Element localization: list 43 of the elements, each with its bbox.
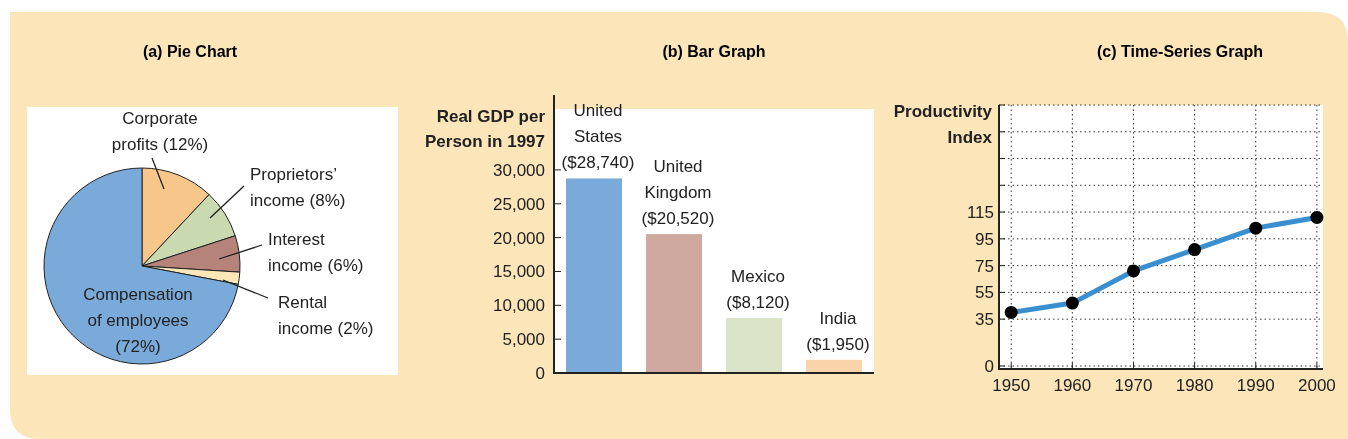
bar [566,178,622,373]
slice-label: Rental income (2%) [278,293,374,338]
bar [726,318,782,373]
chart-title: (b) Bar Graph [662,43,766,60]
data-label: ($28,740) [561,153,635,173]
x-tick-label: 1990 [1236,376,1275,395]
y-tick-label: 15,000 [493,262,545,282]
x-tick-label: United Kingdom [644,157,712,203]
x-tick-label: India [819,308,857,328]
pie-slice [43,167,239,365]
y-tick-label: 20,000 [493,228,545,248]
slice-label: Interest income (6%) [268,230,364,275]
y-tick-label: 115 [966,203,994,223]
data-label: ($20,520) [641,209,715,229]
y-axis-title: Productivity Index [893,102,993,147]
data-label: (72%) [115,337,161,356]
bar [646,234,702,373]
y-tick-label: 25,000 [493,194,545,214]
y-tick-label: 0 [984,357,994,376]
bar [806,359,862,373]
y-tick-label: 0 [535,364,545,383]
x-tick-label: 1970 [1114,376,1153,395]
slice-label: Corporate profits (12%) [111,109,209,154]
y-tick-label: 35 [975,310,994,330]
chart-title: (a) Pie Chart [142,43,238,60]
x-tick-label: United States [573,101,623,147]
y-tick-label: 30,000 [493,160,545,180]
x-tick-label: 1980 [1175,376,1214,395]
y-tick-label: 55 [975,283,994,303]
data-label: ($1,950) [806,334,870,354]
x-tick-label: 1950 [992,376,1031,395]
y-tick-label: 10,000 [493,296,545,316]
y-tick-label: 95 [975,229,994,249]
slice-label: Compensation of employees [83,285,193,330]
x-tick-label: Mexico [731,267,785,287]
y-tick-label: 5,000 [502,330,545,350]
data-label: ($8,120) [726,293,790,313]
x-tick-label: 2000 [1297,376,1336,395]
chart-title: (c) Time-Series Graph [1097,43,1263,60]
x-tick-label: 1960 [1053,376,1092,395]
y-axis-title: Real GDP per Person in 1997 [424,107,546,151]
slice-label: Proprietors’ income (8%) [250,165,346,210]
y-tick-label: 75 [975,256,994,276]
